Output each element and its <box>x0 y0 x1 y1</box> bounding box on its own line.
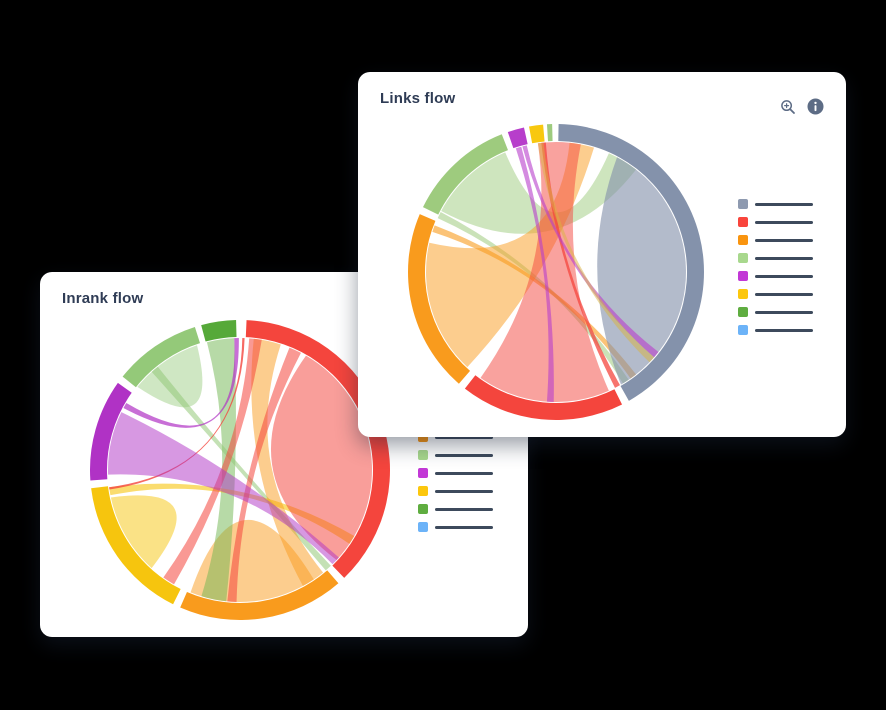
chord-arc-light-green[interactable] <box>422 134 508 215</box>
legend-swatch <box>738 253 748 263</box>
chord-arc-red[interactable] <box>245 320 390 578</box>
legend-swatch <box>738 235 748 245</box>
legend-swatch <box>418 504 428 514</box>
legend-item-red[interactable] <box>738 217 813 227</box>
legend-swatch <box>418 432 428 442</box>
chord-ribbon <box>163 338 262 585</box>
legend-label-bar <box>755 202 813 206</box>
legend-item-slate[interactable] <box>738 199 813 209</box>
chord-ribbon <box>515 146 554 402</box>
legend-item-green[interactable] <box>418 504 493 514</box>
legend-label-bar <box>435 489 493 493</box>
legend-item-light-green[interactable] <box>738 253 813 263</box>
legend-item-blue[interactable] <box>738 325 813 335</box>
chord-ribbon <box>110 495 177 569</box>
links-flow-card: Links flow <box>358 72 846 437</box>
legend-label-bar <box>435 507 493 511</box>
chord-arc-slate[interactable] <box>558 124 704 401</box>
chord-ribbon <box>251 338 324 587</box>
legend-item-light-green[interactable] <box>418 450 493 460</box>
legend-item-orange[interactable] <box>418 432 493 442</box>
legend-item-orange[interactable] <box>738 235 813 245</box>
legend-swatch <box>738 217 748 227</box>
legend-label-bar <box>755 310 813 314</box>
legend-label-bar <box>755 220 813 224</box>
inrank-card-title: Inrank flow <box>62 290 144 307</box>
legend-item-yellow[interactable] <box>418 486 493 496</box>
chord-ribbon <box>201 338 236 602</box>
links-card-toolbar <box>780 98 824 115</box>
legend-item-yellow[interactable] <box>738 289 813 299</box>
legend-label-bar <box>755 328 813 332</box>
chord-arc-purple[interactable] <box>90 382 132 481</box>
chord-arc-yellow[interactable] <box>529 124 545 144</box>
links-legend <box>738 199 813 343</box>
legend-swatch <box>738 289 748 299</box>
chord-arc-red[interactable] <box>464 375 623 420</box>
chord-arc-yellow[interactable] <box>91 486 181 605</box>
legend-swatch <box>418 522 428 532</box>
info-icon[interactable] <box>807 98 824 115</box>
legend-item-purple[interactable] <box>738 271 813 281</box>
chord-arc-orange[interactable] <box>408 214 471 384</box>
chord-ribbon <box>227 347 301 602</box>
chord-ribbon <box>426 142 595 368</box>
legend-swatch <box>418 450 428 460</box>
legend-swatch <box>418 468 428 478</box>
chord-arc-green[interactable] <box>201 320 237 342</box>
legend-item-purple[interactable] <box>418 468 493 478</box>
legend-label-bar <box>755 238 813 242</box>
inrank-chord-diagram[interactable] <box>70 300 410 640</box>
legend-item-green[interactable] <box>738 307 813 317</box>
links-chord-diagram[interactable] <box>386 102 726 442</box>
legend-swatch <box>738 199 748 209</box>
chord-arc-orange[interactable] <box>180 570 339 620</box>
chord-ribbon <box>137 345 203 408</box>
chord-ribbon <box>108 412 339 565</box>
legend-label-bar <box>755 292 813 296</box>
legend-label-bar <box>435 435 493 439</box>
links-card-title: Links flow <box>380 90 456 107</box>
legend-swatch <box>738 271 748 281</box>
legend-label-bar <box>435 453 493 457</box>
zoom-in-icon[interactable] <box>780 99 796 115</box>
chord-arc-light-green[interactable] <box>122 326 201 388</box>
chord-ribbon <box>270 355 372 561</box>
chord-arc-green-sliver[interactable] <box>546 124 553 142</box>
chord-ribbon <box>441 152 637 234</box>
legend-label-bar <box>435 471 493 475</box>
legend-label-bar <box>755 274 813 278</box>
chord-arc-purple[interactable] <box>507 127 528 149</box>
legend-swatch <box>418 486 428 496</box>
legend-swatch <box>738 325 748 335</box>
legend-item-blue[interactable] <box>418 522 493 532</box>
legend-label-bar <box>435 525 493 529</box>
legend-label-bar <box>755 256 813 260</box>
legend-swatch <box>738 307 748 317</box>
